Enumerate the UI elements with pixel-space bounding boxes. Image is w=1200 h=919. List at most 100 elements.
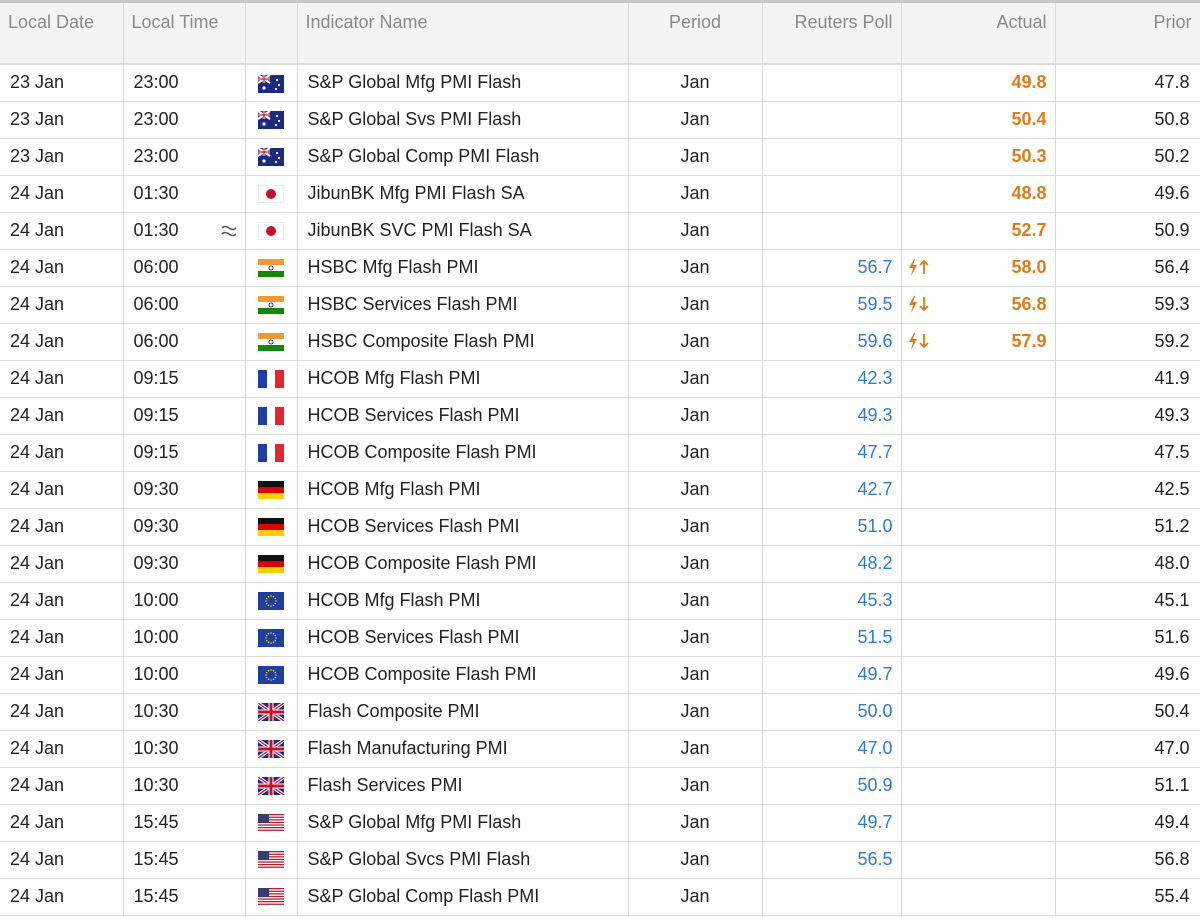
flag-cell (245, 397, 298, 435)
table-row[interactable]: 24 Jan 10:00 HCOB Mfg Flash PMI Jan 45.3 45.1 (0, 582, 1200, 620)
prior-cell: 49.6 (1055, 656, 1200, 694)
period-cell: Jan (628, 545, 763, 583)
flag-cell (245, 619, 298, 657)
poll-cell: 59.6 (762, 323, 902, 361)
period-cell: Jan (628, 582, 763, 620)
flag-cell (245, 471, 298, 509)
flag-cell (245, 582, 298, 620)
poll-cell: 49.7 (762, 804, 902, 842)
table-row[interactable]: 24 Jan 01:30 JibunBK SVC PMI Flash SA Jan 52… (0, 212, 1200, 250)
poll-cell: 59.5 (762, 286, 902, 324)
time-cell: 09:15 (123, 360, 246, 398)
poll-cell (762, 64, 902, 102)
table-row[interactable]: 23 Jan 23:00 S&P Global Mfg PMI Flash Jan 49… (0, 64, 1200, 102)
flag-cell (245, 212, 298, 250)
time-cell: 09:15 (123, 397, 246, 435)
flag-icon (258, 296, 284, 315)
indicator-cell: S&P Global Mfg PMI Flash (297, 64, 629, 102)
poll-cell: 48.2 (762, 545, 902, 583)
prior-cell: 45.1 (1055, 582, 1200, 620)
flag-cell (245, 101, 298, 139)
actual-cell (901, 397, 1056, 435)
time-cell: 06:00 (123, 323, 246, 361)
time-cell: 10:00 (123, 656, 246, 694)
time-cell: 09:30 (123, 471, 246, 509)
table-row[interactable]: 24 Jan 09:30 HCOB Mfg Flash PMI Jan 42.7 42.5 (0, 471, 1200, 509)
flag-cell (245, 841, 298, 879)
period-cell: Jan (628, 619, 763, 657)
indicator-cell: S&P Global Svcs PMI Flash (297, 841, 629, 879)
indicator-cell: JibunBK SVC PMI Flash SA (297, 212, 629, 250)
flag-icon (257, 738, 285, 760)
period-cell: Jan (628, 804, 763, 842)
time-cell: 09:15 (123, 434, 246, 472)
table-row[interactable]: 24 Jan 09:15 HCOB Composite Flash PMI Jan 47… (0, 434, 1200, 472)
flag-icon (258, 592, 284, 611)
header-cell[interactable]: Reuters Poll (762, 3, 902, 65)
actual-cell (901, 434, 1056, 472)
table-row[interactable]: 23 Jan 23:00 S&P Global Svs PMI Flash Jan 50… (0, 101, 1200, 139)
table-row[interactable]: 24 Jan 09:30 HCOB Composite Flash PMI Jan 48… (0, 545, 1200, 583)
flag-icon (258, 481, 284, 500)
poll-cell: 47.7 (762, 434, 902, 472)
table-row[interactable]: 24 Jan 06:00 HSBC Mfg Flash PMI Jan 56.7 58.0… (0, 249, 1200, 287)
indicator-cell: HCOB Composite Flash PMI (297, 545, 629, 583)
table-row[interactable]: 24 Jan 15:45 S&P Global Mfg PMI Flash Jan 49… (0, 804, 1200, 842)
actual-cell: 52.7 (901, 212, 1056, 250)
table-row[interactable]: 24 Jan 09:15 HCOB Services Flash PMI Jan 49.… (0, 397, 1200, 435)
table-row[interactable]: 24 Jan 15:45 S&P Global Svcs PMI Flash Jan 5… (0, 841, 1200, 879)
period-cell: Jan (628, 767, 763, 805)
table-row[interactable]: 24 Jan 06:00 HSBC Services Flash PMI Jan 59.… (0, 286, 1200, 324)
flag-icon (258, 444, 284, 463)
table-row[interactable]: 24 Jan 10:30 Flash Composite PMI Jan 50.0 50.… (0, 693, 1200, 731)
approx-icon (220, 225, 237, 236)
date-cell: 23 Jan (0, 101, 124, 139)
header-cell[interactable]: Period (628, 3, 763, 65)
time-cell: 15:45 (123, 841, 246, 879)
indicator-cell: HCOB Mfg Flash PMI (297, 582, 629, 620)
header-cell[interactable]: Local Date (0, 3, 124, 65)
time-cell: 10:30 (123, 693, 246, 731)
indicator-cell: S&P Global Comp PMI Flash (297, 138, 629, 176)
actual-cell: 56.8 (901, 286, 1056, 324)
date-cell: 24 Jan (0, 656, 124, 694)
time-cell: 01:30 (123, 212, 246, 250)
surprise-icon (908, 295, 929, 313)
actual-cell: 57.9 (901, 323, 1056, 361)
table-row[interactable]: 24 Jan 10:00 HCOB Services Flash PMI Jan 51.… (0, 619, 1200, 657)
date-cell: 24 Jan (0, 545, 124, 583)
flag-icon (257, 775, 285, 797)
table-row[interactable]: 24 Jan 09:30 HCOB Services Flash PMI Jan 51.… (0, 508, 1200, 546)
table-row[interactable]: 24 Jan 10:30 Flash Services PMI Jan 50.9 51.1 (0, 767, 1200, 805)
prior-cell: 51.6 (1055, 619, 1200, 657)
actual-cell (901, 360, 1056, 398)
table-row[interactable]: 24 Jan 15:45 S&P Global Comp Flash PMI Jan 5… (0, 878, 1200, 916)
flag-cell (245, 138, 298, 176)
prior-cell: 56.8 (1055, 841, 1200, 879)
header-cell[interactable]: Actual (901, 3, 1056, 65)
time-cell: 06:00 (123, 249, 246, 287)
table-row[interactable]: 23 Jan 23:00 S&P Global Comp PMI Flash Jan 5… (0, 138, 1200, 176)
header-cell[interactable]: Indicator Name (297, 3, 629, 65)
table-row[interactable]: 24 Jan 10:00 HCOB Composite Flash PMI Jan 49… (0, 656, 1200, 694)
table-row[interactable]: 24 Jan 09:15 HCOB Mfg Flash PMI Jan 42.3 41.9 (0, 360, 1200, 398)
table-row[interactable]: 24 Jan 10:30 Flash Manufacturing PMI Jan 47.… (0, 730, 1200, 768)
period-cell: Jan (628, 508, 763, 546)
date-cell: 23 Jan (0, 64, 124, 102)
header-cell[interactable]: Prior (1055, 3, 1200, 65)
poll-cell: 51.0 (762, 508, 902, 546)
poll-cell: 45.3 (762, 582, 902, 620)
indicator-cell: HCOB Mfg Flash PMI (297, 471, 629, 509)
indicator-cell: Flash Composite PMI (297, 693, 629, 731)
date-cell: 24 Jan (0, 323, 124, 361)
date-cell: 24 Jan (0, 397, 124, 435)
header-cell[interactable]: Local Time (123, 3, 246, 65)
indicator-cell: HCOB Services Flash PMI (297, 619, 629, 657)
table-row[interactable]: 24 Jan 01:30 JibunBK Mfg PMI Flash SA Jan 48… (0, 175, 1200, 213)
date-cell: 24 Jan (0, 286, 124, 324)
period-cell: Jan (628, 434, 763, 472)
prior-cell: 41.9 (1055, 360, 1200, 398)
poll-cell (762, 212, 902, 250)
table-row[interactable]: 24 Jan 06:00 HSBC Composite Flash PMI Jan 59… (0, 323, 1200, 361)
